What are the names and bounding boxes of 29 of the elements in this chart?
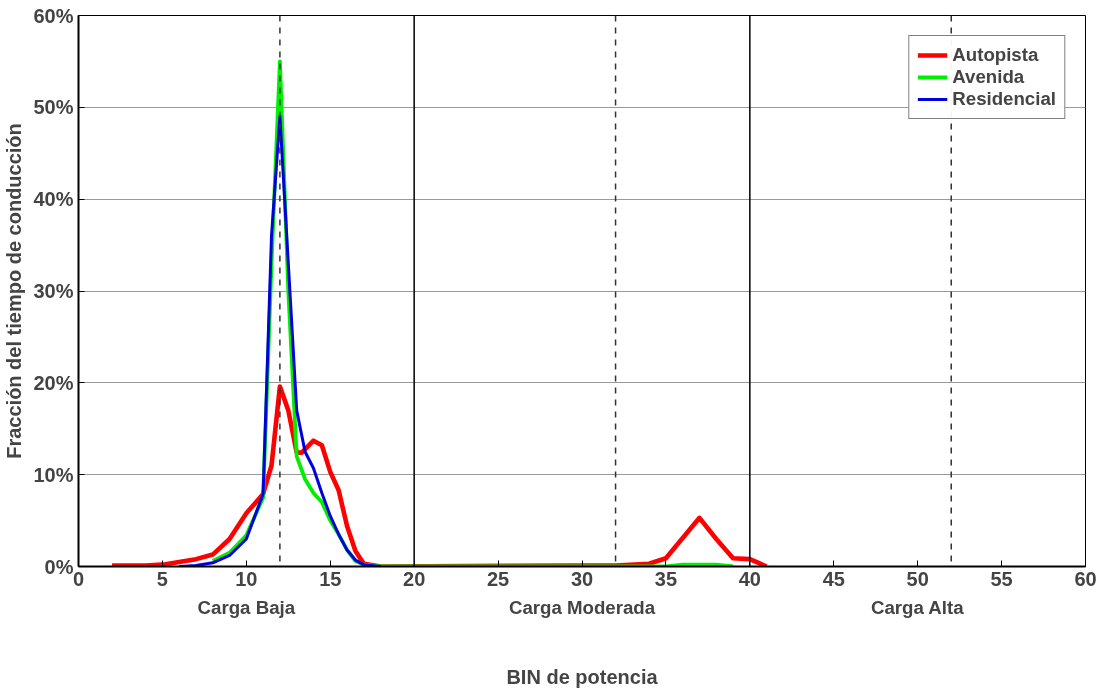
- text: Carga Moderada: [508, 596, 656, 618]
- y-tick-label: 40%: [33, 188, 74, 211]
- x-tick-label: 55: [990, 567, 1013, 590]
- legend-label: Autopista: [952, 44, 1039, 66]
- y-tick-label: 30%: [33, 280, 74, 302]
- y-axis-title: Fracción del tiempo de conducción: [3, 123, 26, 459]
- line-series: [177, 115, 383, 567]
- y-tick-label: 50%: [33, 96, 74, 119]
- x-tick-label: 40: [738, 567, 761, 590]
- x-tick-label: 30: [570, 567, 594, 590]
- x-tick-label: 0: [72, 567, 85, 590]
- text: Carga Alta: [871, 596, 965, 618]
- legend-label: Residencial: [952, 88, 1056, 110]
- legend-label: Avenida: [952, 66, 1025, 88]
- x-axis-title: BIN de potencia: [506, 665, 659, 688]
- y-tick-label: 0%: [44, 555, 74, 578]
- x-tick-label: 60: [1074, 567, 1097, 590]
- x-tick-label: 35: [654, 567, 678, 590]
- x-tick-label: 20: [403, 567, 426, 590]
- y-tick-label: 10%: [33, 463, 74, 486]
- x-tick-label: 50: [906, 567, 929, 590]
- x-tick-label: 10: [235, 567, 258, 590]
- x-tick-label: 25: [486, 567, 510, 590]
- text: Carga Baja: [197, 596, 296, 618]
- x-tick-label: 15: [319, 567, 342, 590]
- x-tick-label: 5: [156, 567, 168, 590]
- y-tick-label: 60%: [33, 4, 74, 27]
- x-tick-label: 45: [822, 567, 845, 590]
- y-tick-label: 20%: [33, 371, 74, 394]
